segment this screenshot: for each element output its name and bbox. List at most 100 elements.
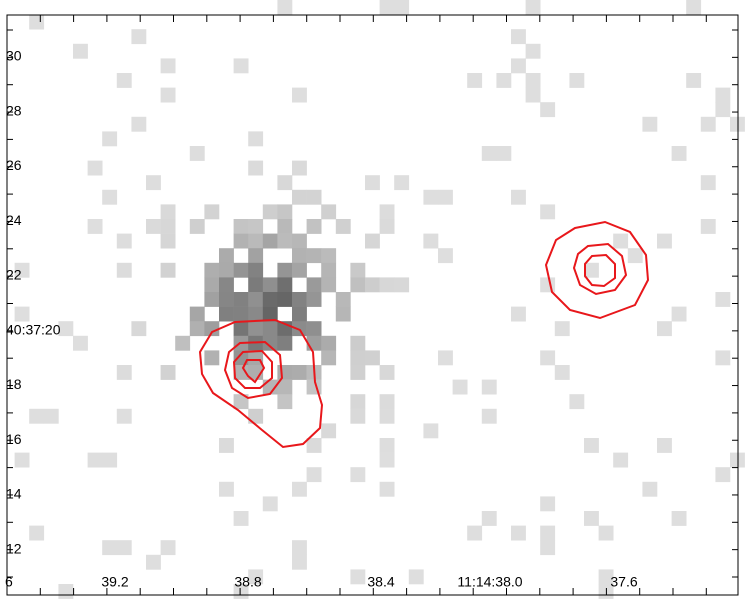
pixel	[219, 292, 234, 307]
pixel	[715, 292, 731, 307]
pixel	[511, 525, 526, 541]
pixel	[365, 277, 380, 293]
pixel	[379, 204, 395, 220]
pixel	[511, 189, 526, 205]
pixel	[715, 350, 731, 366]
pixel	[350, 262, 366, 278]
contour	[584, 253, 616, 288]
pixel	[87, 219, 103, 234]
pixel	[292, 189, 307, 205]
pixel	[292, 365, 307, 380]
pixel	[116, 408, 132, 424]
pixel	[14, 306, 30, 322]
pixel	[292, 321, 307, 337]
pixel	[554, 365, 570, 380]
pixel	[686, 73, 702, 88]
pixel	[379, 481, 395, 497]
pixel	[102, 452, 118, 468]
pixel	[350, 408, 366, 424]
pixel	[277, 262, 293, 278]
pixel	[598, 525, 614, 541]
pixel	[511, 306, 526, 322]
axis-labels: 30 28 26 24 22 40:37:20 18 16 14 12 6 39.2 38.8 38.4 1…	[5, 48, 638, 590]
pixel	[511, 29, 526, 45]
pixel	[350, 394, 366, 410]
pixel	[116, 73, 132, 88]
pixel	[233, 219, 249, 234]
pixel	[262, 496, 278, 512]
contour	[241, 359, 266, 384]
contour	[544, 220, 650, 320]
pixel	[540, 496, 556, 512]
pixel	[116, 233, 132, 249]
pixel	[306, 248, 322, 264]
pixel	[102, 540, 118, 556]
pixel	[306, 467, 322, 483]
ticks	[6, 15, 738, 595]
pixel	[379, 365, 395, 380]
pixel	[306, 219, 322, 234]
pixel	[189, 219, 205, 234]
pixel	[350, 335, 366, 351]
pixel	[204, 350, 220, 366]
pixel	[29, 525, 45, 541]
pixel	[219, 438, 234, 453]
pixel	[73, 43, 88, 59]
pixel	[131, 116, 147, 132]
pixel	[102, 189, 118, 205]
pixel	[584, 262, 599, 278]
pixel	[277, 233, 293, 249]
pixel	[481, 511, 497, 526]
pixel	[131, 321, 147, 337]
pixel	[248, 248, 264, 264]
pixel	[292, 292, 307, 307]
pixel	[350, 467, 366, 483]
contour	[232, 349, 273, 389]
pixel	[248, 350, 264, 366]
x-tick-label: 6	[5, 574, 13, 590]
pixel	[379, 408, 395, 424]
pixel	[292, 262, 307, 278]
pixel	[379, 0, 395, 15]
pixel	[87, 452, 103, 468]
y-tick-label: 18	[6, 376, 22, 392]
pixel	[394, 175, 410, 191]
pixel	[350, 569, 366, 585]
pixel	[569, 394, 585, 410]
pixel	[248, 408, 264, 424]
pixel	[189, 306, 205, 322]
pixel	[627, 248, 643, 264]
pixel	[613, 233, 629, 249]
pixel	[160, 204, 176, 220]
pixel	[219, 306, 234, 322]
pixel	[116, 262, 132, 278]
pixel	[233, 321, 249, 337]
pixel	[219, 262, 234, 278]
pixel	[540, 525, 556, 541]
pixel	[598, 569, 614, 585]
pixel	[715, 467, 731, 483]
pixel	[321, 335, 337, 351]
pixel	[262, 292, 278, 307]
pixel	[335, 306, 351, 322]
pixel	[496, 73, 512, 88]
pixel	[481, 379, 497, 395]
pixel	[525, 0, 541, 15]
pixel	[292, 554, 307, 570]
pixel	[14, 452, 30, 468]
pixel	[438, 189, 453, 205]
pixel	[730, 116, 745, 132]
y-tick-label: 12	[6, 540, 22, 556]
pixel	[467, 525, 483, 541]
pixel	[657, 233, 672, 249]
pixel	[292, 233, 307, 249]
pixel	[642, 481, 658, 497]
pixel	[379, 438, 395, 453]
pixel	[204, 321, 220, 337]
pixel	[160, 262, 176, 278]
pixel	[204, 262, 220, 278]
pixel	[219, 277, 234, 293]
pixel	[204, 204, 220, 220]
y-tick-label: 14	[6, 486, 22, 502]
pixel	[248, 306, 264, 322]
